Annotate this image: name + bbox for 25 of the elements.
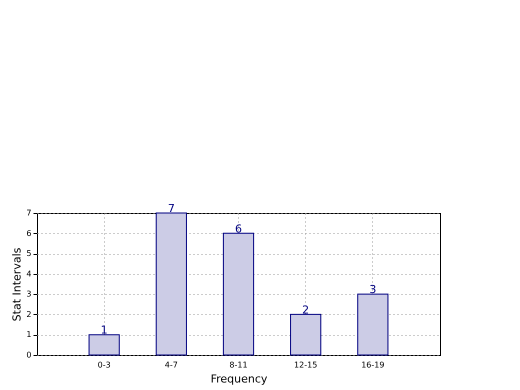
y-tick-label: 3 (26, 290, 32, 299)
bar (290, 314, 322, 356)
y-tick-label: 4 (26, 269, 32, 278)
y-tick-label: 6 (26, 228, 32, 238)
bar (88, 334, 120, 356)
x-tick-label: 8-11 (229, 360, 248, 370)
y-axis-title: Stat Intervals (10, 247, 24, 322)
x-tick-label: 12-15 (294, 360, 318, 370)
bar (357, 294, 388, 356)
data-label: 7 (168, 202, 175, 215)
x-tick-label: 0-3 (98, 360, 111, 370)
bar (156, 212, 187, 356)
y-tick-label: 7 (26, 208, 32, 218)
x-axis-title: Frequency (210, 372, 268, 386)
y-tick-label: 0 (26, 350, 32, 360)
x-tick-label: 4-7 (164, 360, 178, 370)
data-label: 3 (369, 283, 376, 296)
bar (222, 232, 254, 356)
y-tick-label: 5 (26, 249, 32, 258)
x-tick-label: 16-19 (361, 360, 384, 370)
y-tick-label: 2 (26, 310, 32, 319)
y-tick-label: 1 (26, 330, 32, 340)
data-label: 1 (100, 324, 108, 337)
data-label: 6 (235, 222, 242, 236)
data-label: 2 (302, 303, 310, 316)
